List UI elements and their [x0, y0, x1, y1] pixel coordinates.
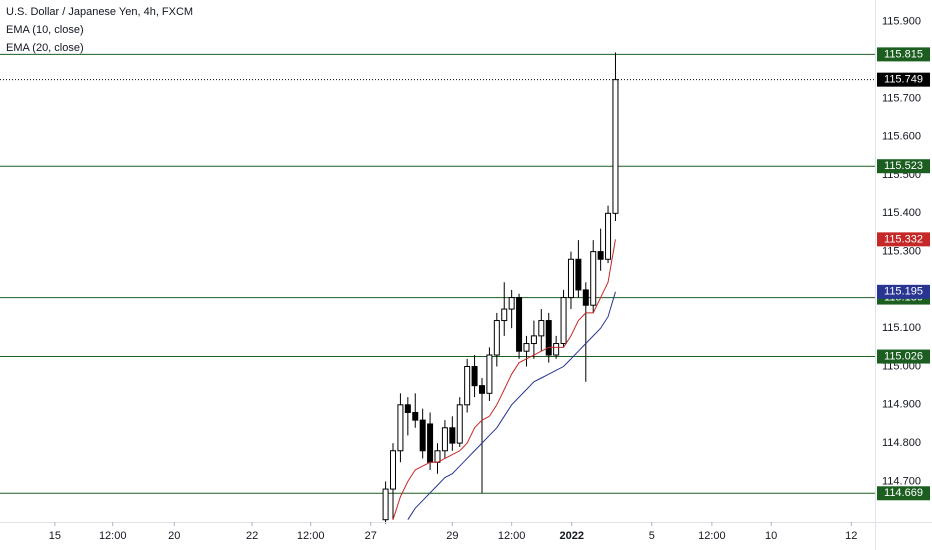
y-tick-label: 115.300	[882, 246, 921, 258]
candle-body	[523, 343, 530, 352]
price-badge-label: 115.195	[884, 286, 923, 298]
price-badge	[877, 486, 930, 501]
candle-body	[582, 289, 589, 306]
price-badge-label: 114.669	[884, 487, 923, 499]
price-badge	[877, 47, 930, 62]
price-badge-label: 115.815	[884, 48, 923, 60]
candle-body	[575, 258, 582, 291]
candle-body	[456, 404, 463, 444]
candle-body	[464, 366, 471, 406]
candle-body	[449, 427, 456, 444]
x-tick-label: 15	[49, 530, 61, 542]
y-tick-label: 115.600	[882, 131, 921, 143]
candle-body	[404, 404, 411, 413]
price-badge-label: 115.332	[884, 233, 923, 245]
x-tick-label: 2022	[559, 530, 583, 542]
candle-body	[501, 308, 508, 322]
y-tick-label: 114.900	[882, 399, 921, 411]
y-tick-label: 115.700	[882, 92, 921, 104]
candle-body	[545, 320, 552, 356]
x-tick-label: 12:00	[99, 530, 127, 542]
price-badge	[877, 284, 930, 299]
candle-body	[486, 354, 493, 394]
candle-body	[553, 343, 560, 356]
price-badge-label: 115.749	[884, 74, 923, 86]
x-tick-label: 29	[446, 530, 458, 542]
candle-body	[478, 385, 485, 394]
plot-area	[0, 52, 875, 524]
x-tick-label: 12:00	[297, 530, 325, 542]
legend-entry: EMA (20, close)	[6, 42, 84, 54]
price-badge-label: 115.523	[884, 160, 923, 172]
price-badge	[877, 72, 930, 87]
price-badge	[877, 159, 930, 174]
candle-body	[516, 297, 523, 352]
price-badge-label: 115.026	[884, 350, 923, 362]
x-tick-label: 27	[365, 530, 377, 542]
candle-body	[427, 423, 434, 463]
candle-body	[612, 79, 619, 214]
candle-body	[590, 251, 597, 306]
y-tick-label: 115.100	[882, 322, 921, 334]
candle-body	[597, 251, 604, 260]
candle-body	[397, 404, 404, 452]
candle-body	[419, 419, 426, 452]
candle-body	[508, 297, 515, 310]
ema-line	[392, 239, 616, 520]
x-tick-label: 10	[765, 530, 777, 542]
price-badge	[877, 349, 930, 364]
y-tick-label: 114.700	[882, 475, 921, 487]
y-tick-label: 114.800	[882, 437, 921, 449]
x-tick-label: 12:00	[698, 530, 726, 542]
x-tick-label: 5	[649, 530, 655, 542]
candle-body	[605, 212, 612, 260]
candle-body	[538, 320, 545, 337]
candle-body	[560, 297, 567, 345]
ema-line	[407, 291, 616, 520]
price-badge	[877, 232, 930, 247]
candle-body	[493, 320, 500, 356]
y-tick-label: 115.400	[882, 207, 921, 219]
candle-body	[530, 335, 537, 345]
candle-body	[382, 488, 389, 521]
candle-body	[390, 450, 397, 490]
x-tick-label: 22	[246, 530, 258, 542]
candle-body	[434, 450, 441, 463]
y-tick-label: 115.900	[882, 16, 921, 28]
candle-body	[441, 427, 448, 452]
x-tick-label: 20	[168, 530, 180, 542]
candle-body	[567, 258, 574, 299]
legend-entry: EMA (10, close)	[6, 24, 84, 36]
chart-title: U.S. Dollar / Japanese Yen, 4h, FXCM	[6, 6, 193, 18]
candle-body	[471, 366, 478, 387]
x-tick-label: 12:00	[498, 530, 526, 542]
x-tick-label: 12	[845, 530, 857, 542]
candle-body	[412, 411, 419, 421]
